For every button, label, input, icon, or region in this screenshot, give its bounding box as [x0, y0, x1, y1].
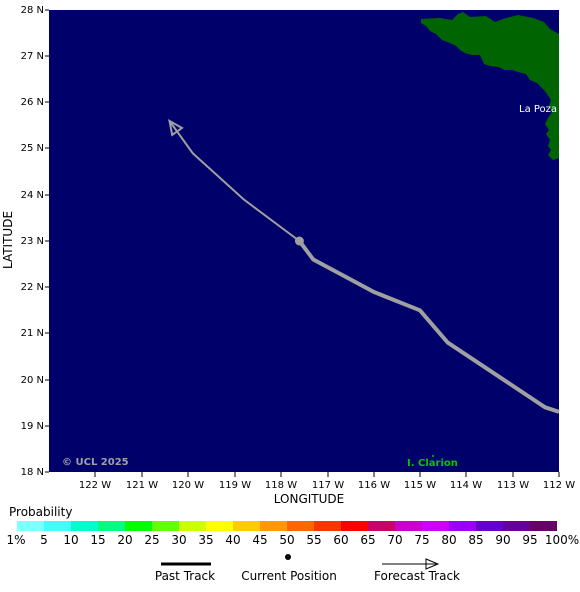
probability-swatch: [368, 521, 395, 531]
lat-tick-label: 18 N: [21, 467, 44, 478]
lat-tick-label: 28 N: [21, 5, 44, 16]
probability-swatch: [503, 521, 530, 531]
lon-tick-label: 113 W: [497, 480, 529, 491]
probability-swatch: [44, 521, 71, 531]
storm-track: [168, 118, 560, 414]
forecast-track-arrowhead: [168, 118, 184, 137]
current-position-marker: [294, 236, 304, 246]
island-label-clarion: I. Clarion: [407, 458, 458, 469]
lon-tick-label: 117 W: [312, 480, 344, 491]
probability-swatch: [206, 521, 233, 531]
latitude-tick-marks: [45, 9, 49, 473]
latitude-tick-labels: 28 N 27 N 26 N 25 N 24 N 23 N 22 N 21 N …: [21, 5, 44, 478]
x-axis-title: LONGITUDE: [274, 492, 344, 506]
lon-tick-label: 120 W: [172, 480, 204, 491]
past-track-line: [297, 239, 560, 414]
ocean-area: [49, 10, 559, 472]
probability-label: 65: [360, 533, 376, 547]
lat-tick-label: 23 N: [21, 236, 44, 247]
probability-swatch: [530, 521, 557, 531]
lon-tick-label: 119 W: [219, 480, 251, 491]
probability-swatch: [395, 521, 422, 531]
lon-tick-label: 115 W: [404, 480, 436, 491]
lon-tick-label: 122 W: [79, 480, 111, 491]
probability-swatch: [287, 521, 314, 531]
lat-tick-label: 20 N: [21, 375, 44, 386]
probability-label: 25: [144, 533, 160, 547]
lon-tick-label: 118 W: [265, 480, 297, 491]
probability-label: 50: [279, 533, 295, 547]
probability-swatch: [260, 521, 287, 531]
probability-label: 85: [468, 533, 484, 547]
forecast-track-legend-arrowhead: [425, 558, 440, 570]
lon-tick-label: 112 W: [543, 480, 575, 491]
probability-swatch: [17, 521, 44, 531]
probability-label: 35: [198, 533, 214, 547]
probability-label: 15: [90, 533, 106, 547]
probability-swatch: [449, 521, 476, 531]
forecast-track-label: Forecast Track: [374, 569, 460, 583]
probability-swatch: [422, 521, 449, 531]
copyright-label: © UCL 2025: [62, 457, 129, 468]
probability-label: 30: [171, 533, 187, 547]
probability-label: 75: [414, 533, 430, 547]
probability-label: 40: [225, 533, 241, 547]
probability-swatch: [125, 521, 152, 531]
probability-label: 45: [252, 533, 268, 547]
probability-swatch: [341, 521, 368, 531]
lat-tick-label: 27 N: [21, 51, 44, 62]
land-baja-california: [421, 12, 559, 160]
probability-swatch: [233, 521, 260, 531]
probability-swatch: [98, 521, 125, 531]
probability-label: 100%: [544, 533, 580, 547]
lat-tick-label: 21 N: [21, 328, 44, 339]
probability-label: 5: [40, 533, 48, 547]
probability-label: 90: [495, 533, 511, 547]
probability-label: 80: [441, 533, 457, 547]
y-axis-title: LATITUDE: [1, 211, 15, 269]
lon-tick-label: 116 W: [358, 480, 390, 491]
probability-label: 20: [117, 533, 133, 547]
probability-swatch: [71, 521, 98, 531]
lat-tick-label: 22 N: [21, 282, 44, 293]
lon-tick-label: 121 W: [126, 480, 158, 491]
track-map: 28 N 27 N 26 N 25 N 24 N 23 N 22 N 21 N …: [1, 5, 575, 506]
probability-swatch: [314, 521, 341, 531]
probability-colorbar: [17, 521, 557, 531]
lat-tick-label: 24 N: [21, 190, 44, 201]
lat-tick-label: 25 N: [21, 143, 44, 154]
probability-swatch: [179, 521, 206, 531]
probability-title: Probability: [9, 505, 73, 519]
probability-label: 1%: [6, 533, 26, 547]
probability-label: 70: [387, 533, 403, 547]
current-position-legend-dot: [285, 554, 291, 560]
place-label-la-poza: La Poza: [519, 104, 557, 115]
probability-labels: 1% 5 10 15 20 25 30 35 40 45 50 55 60 65 70 75 80 85 90 95 1…: [0, 533, 580, 547]
probability-label: 60: [333, 533, 349, 547]
probability-swatch: [476, 521, 503, 531]
probability-label: 10: [63, 533, 79, 547]
lat-tick-label: 26 N: [21, 97, 44, 108]
island-marker-clarion: [432, 455, 434, 457]
longitude-tick-labels: 122 W 121 W 120 W 119 W 118 W 117 W 116 …: [79, 480, 575, 491]
probability-label: 95: [522, 533, 538, 547]
probability-swatch: [152, 521, 179, 531]
lat-tick-label: 19 N: [21, 421, 44, 432]
lon-tick-label: 114 W: [450, 480, 482, 491]
forecast-track-line: [168, 120, 300, 242]
longitude-tick-marks: [94, 472, 560, 477]
past-track-label: Past Track: [154, 569, 216, 583]
probability-label: 55: [306, 533, 322, 547]
track-legend: [161, 554, 440, 570]
current-position-label: Current Position: [241, 569, 337, 583]
